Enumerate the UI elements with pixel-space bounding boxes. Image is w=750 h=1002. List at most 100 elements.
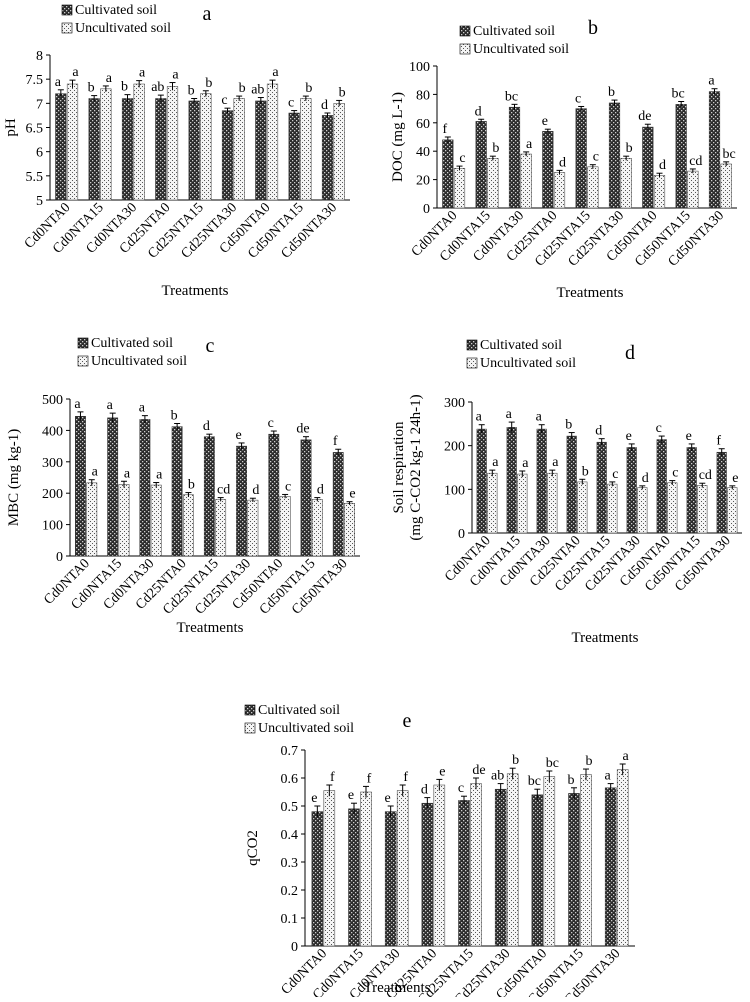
y-tick-label: 400 bbox=[42, 424, 63, 439]
bar bbox=[566, 435, 577, 534]
y-tick-label: 0 bbox=[291, 940, 298, 955]
significance-letter: a bbox=[552, 455, 559, 470]
significance-letter: f bbox=[367, 771, 372, 786]
y-axis-label: MBC (mg kg-1) bbox=[6, 429, 22, 527]
bar bbox=[321, 115, 334, 201]
bar bbox=[215, 499, 227, 557]
panel-letter: a bbox=[203, 3, 212, 25]
bar bbox=[708, 91, 721, 209]
significance-letter: cd bbox=[217, 483, 230, 498]
chart-e: e Cultivated soil Uncultivated soil 0 0.1 0.2… bbox=[244, 703, 635, 1002]
legend-swatch bbox=[77, 355, 89, 367]
bar bbox=[421, 802, 434, 947]
significance-letter: b bbox=[88, 81, 95, 96]
significance-letter: bc bbox=[672, 87, 685, 102]
significance-letter: f bbox=[330, 770, 335, 785]
bar bbox=[487, 472, 498, 534]
chart-b: b Cultivated soil Uncultivated soil 0 20 40 60… bbox=[390, 17, 737, 301]
y-tick-label: 0.6 bbox=[281, 772, 299, 787]
significance-letter: e bbox=[348, 788, 354, 803]
bar bbox=[323, 790, 336, 947]
bar bbox=[508, 106, 521, 209]
significance-letter: f bbox=[442, 122, 447, 137]
significance-letter: b bbox=[188, 84, 195, 99]
y-tick-label: 500 bbox=[42, 393, 63, 408]
significance-letter: c bbox=[593, 150, 599, 165]
significance-letter: cd bbox=[699, 468, 712, 483]
bar bbox=[200, 93, 212, 201]
significance-letter: c bbox=[221, 93, 227, 108]
bar bbox=[547, 472, 558, 534]
bar bbox=[139, 419, 151, 557]
significance-letter: b bbox=[205, 76, 212, 91]
y-tick-label: 0.3 bbox=[281, 856, 299, 871]
bar bbox=[476, 428, 487, 534]
significance-letter: a bbox=[55, 75, 62, 90]
bar bbox=[133, 83, 145, 201]
bar bbox=[453, 167, 466, 209]
bar bbox=[475, 121, 487, 209]
significance-letter: b bbox=[608, 85, 615, 100]
significance-letter: de bbox=[296, 422, 309, 437]
y-tick-label: 40 bbox=[416, 145, 430, 160]
significance-letter: a bbox=[605, 769, 612, 784]
significance-letter: a bbox=[522, 456, 529, 471]
panel-e: e Cultivated soil Uncultivated soil 0 0.1 0.2… bbox=[215, 700, 645, 1002]
y-axis-label: Soil respiration(mg C-CO2 kg-1 24h-1) bbox=[391, 394, 424, 540]
bar bbox=[118, 484, 130, 557]
bar bbox=[577, 481, 588, 534]
significance-letter: d bbox=[659, 158, 666, 173]
significance-letter: cd bbox=[689, 154, 702, 169]
significance-letter: c bbox=[288, 96, 294, 111]
bar bbox=[107, 417, 119, 557]
significance-letter: c bbox=[285, 479, 291, 494]
significance-letter: d bbox=[642, 471, 649, 486]
significance-letter: b bbox=[586, 754, 593, 769]
bar bbox=[203, 436, 215, 557]
bar bbox=[121, 98, 134, 201]
bar bbox=[536, 428, 547, 534]
legend-label: Cultivated soil bbox=[480, 338, 562, 353]
bar bbox=[506, 427, 517, 534]
y-tick-label: 5 bbox=[36, 194, 43, 209]
bar bbox=[86, 482, 98, 557]
bar bbox=[188, 100, 200, 201]
significance-letter: c bbox=[672, 466, 678, 481]
significance-letter: b bbox=[339, 85, 346, 100]
significance-letter: ab bbox=[251, 83, 264, 98]
significance-letter: a bbox=[476, 410, 483, 425]
y-tick-label: 7.5 bbox=[26, 73, 44, 88]
bar bbox=[150, 484, 162, 557]
bar bbox=[687, 170, 699, 209]
significance-letter: f bbox=[333, 434, 338, 449]
bar bbox=[171, 426, 183, 557]
significance-letter: e bbox=[235, 428, 241, 443]
bar bbox=[268, 433, 280, 557]
significance-letter: a bbox=[492, 455, 499, 470]
significance-letter: c bbox=[575, 91, 581, 106]
legend-label: Uncultivated soil bbox=[91, 354, 187, 369]
panel-a: a Cultivated soil Uncultivated soil 5 5.5 6 6.… bbox=[0, 0, 370, 310]
bar bbox=[620, 158, 632, 209]
significance-letter: bc bbox=[505, 89, 518, 104]
bar bbox=[716, 451, 727, 534]
significance-letter: a bbox=[172, 68, 179, 83]
bar bbox=[55, 93, 67, 201]
panel-letter: c bbox=[206, 335, 215, 357]
bar bbox=[311, 499, 323, 557]
significance-letter: d bbox=[595, 424, 602, 439]
bar bbox=[607, 483, 618, 534]
significance-letter: d bbox=[317, 483, 324, 498]
bar bbox=[166, 86, 179, 201]
y-tick-label: 60 bbox=[416, 117, 430, 132]
significance-letter: bc bbox=[546, 756, 559, 771]
y-axis-label: DOC (mg L-1) bbox=[390, 92, 406, 182]
panel-c: c Cultivated soil Uncultivated soil 0 100 200… bbox=[0, 335, 370, 645]
legend-swatch bbox=[77, 337, 89, 349]
x-axis-label: Treatments bbox=[177, 620, 244, 636]
y-tick-label: 100 bbox=[409, 60, 430, 75]
significance-letter: a bbox=[139, 66, 146, 81]
bar bbox=[344, 502, 355, 557]
significance-letter: d bbox=[475, 104, 482, 119]
legend-label: Uncultivated soil bbox=[258, 721, 354, 736]
